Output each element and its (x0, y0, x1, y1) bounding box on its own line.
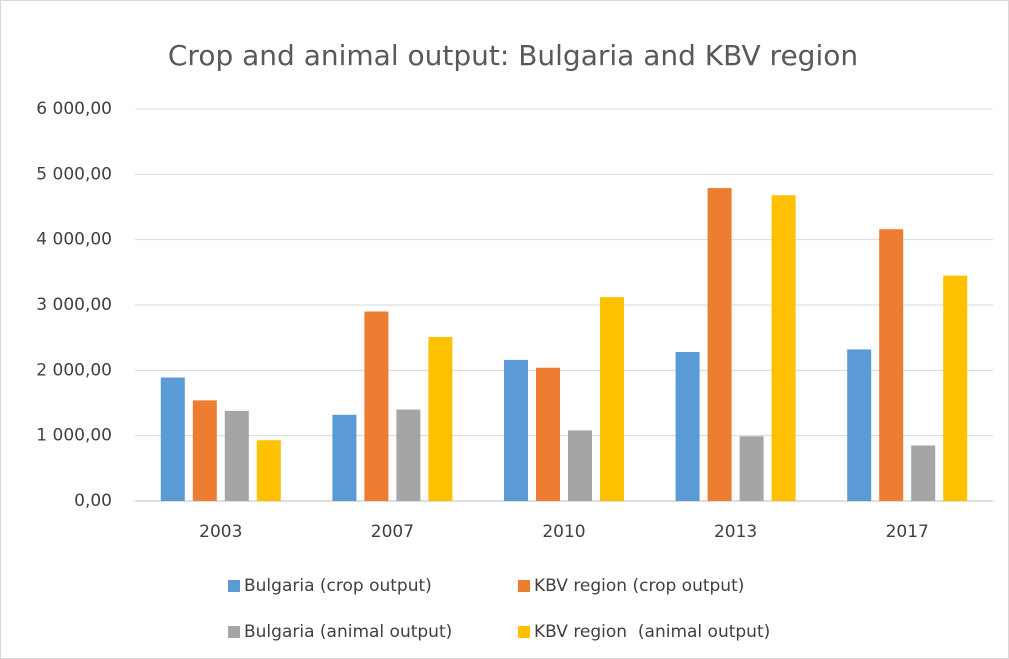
bar (879, 229, 904, 502)
bar (364, 311, 389, 501)
y-tick-label: 5 000,00 (36, 164, 112, 184)
chart-title: Crop and animal output: Bulgaria and KBV… (168, 39, 858, 72)
bar (675, 352, 700, 501)
x-tick-label: 2013 (714, 522, 757, 542)
bar (256, 440, 281, 501)
bar (739, 436, 764, 501)
legend-label: KBV region (crop output) (534, 576, 744, 596)
y-tick-label: 0,00 (74, 491, 112, 511)
bar (332, 414, 357, 501)
bar (847, 349, 872, 501)
bar (600, 297, 624, 501)
legend-label: KBV region (animal output) (534, 622, 770, 642)
y-tick-label: 6 000,00 (36, 99, 112, 119)
bar (771, 195, 796, 502)
y-tick-label: 1 000,00 (36, 426, 112, 446)
bar (707, 188, 732, 501)
bar (536, 367, 560, 501)
bar (504, 359, 528, 501)
bar (943, 275, 968, 501)
legend-swatch (228, 626, 240, 638)
y-tick-label: 3 000,00 (36, 295, 112, 315)
legend-swatch (228, 580, 240, 592)
x-tick-label: 2007 (371, 522, 414, 542)
x-tick-label: 2010 (542, 522, 585, 542)
legend-swatch (518, 626, 530, 638)
legend-label: Bulgaria (animal output) (244, 622, 452, 642)
bar (396, 409, 421, 501)
bar (568, 430, 592, 501)
legend-label: Bulgaria (crop output) (244, 576, 432, 596)
bar (160, 377, 185, 501)
legend-swatch (518, 580, 530, 592)
bar (192, 400, 217, 501)
y-tick-label: 2 000,00 (36, 360, 112, 380)
bar (911, 445, 936, 501)
bar (224, 410, 249, 501)
y-tick-label: 4 000,00 (36, 230, 112, 250)
x-tick-label: 2017 (886, 522, 929, 542)
bar (428, 337, 453, 501)
x-tick-label: 2003 (199, 522, 242, 542)
